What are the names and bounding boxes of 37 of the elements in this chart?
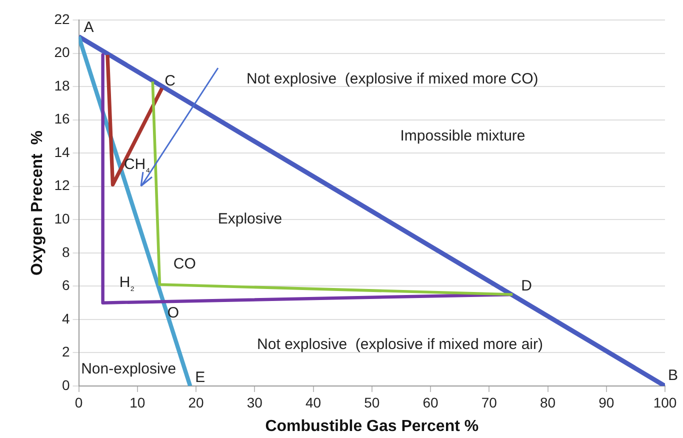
annotation: E [195, 369, 206, 386]
annotation: Non-explosive [81, 360, 176, 378]
y-tick-label: 20 [54, 44, 70, 60]
y-tick-label: 18 [54, 77, 70, 94]
y-tick-label: 16 [54, 110, 70, 127]
x-tick-label: 50 [364, 394, 380, 410]
y-tick-label: 8 [62, 244, 70, 260]
annotation: Not explosive (explosive if mixed more CO) [246, 70, 538, 88]
x-tick-label: 60 [422, 394, 439, 410]
x-tick-label: 0 [74, 394, 83, 410]
y-tick-label: 4 [62, 310, 70, 326]
x-tick-label: 20 [188, 394, 204, 410]
x-tick-label: 40 [305, 394, 322, 410]
y-tick-label: 10 [54, 210, 70, 226]
y-tick-label: 14 [54, 144, 70, 160]
y-tick-label: 22 [54, 10, 70, 27]
x-tick-label: 80 [540, 394, 556, 410]
annotation: B [668, 367, 678, 384]
annotation: C [164, 72, 176, 90]
annotation: Explosive [218, 210, 282, 228]
series-label: CO [173, 256, 196, 273]
x-tick-label: 70 [481, 394, 498, 410]
x-axis-title: Combustible Gas Percent % [265, 418, 479, 435]
x-tick-label: 90 [598, 394, 614, 410]
y-axis-title: Oxygen Precent % [29, 130, 46, 276]
x-tick-label: 30 [246, 394, 263, 410]
annotation: Not explosive (explosive if mixed more air) [257, 336, 543, 354]
y-tick-label: 6 [62, 277, 70, 294]
annotation: D [521, 278, 532, 295]
x-tick-label: 10 [130, 394, 146, 410]
y-tick-label: 12 [54, 177, 70, 194]
annotation: Impossible mixture [400, 128, 526, 145]
annotation: A [84, 18, 94, 36]
annotation: O [167, 304, 180, 322]
x-tick-label: 100 [653, 394, 677, 410]
y-tick-label: 0 [62, 376, 70, 393]
y-tick-label: 2 [62, 344, 70, 360]
